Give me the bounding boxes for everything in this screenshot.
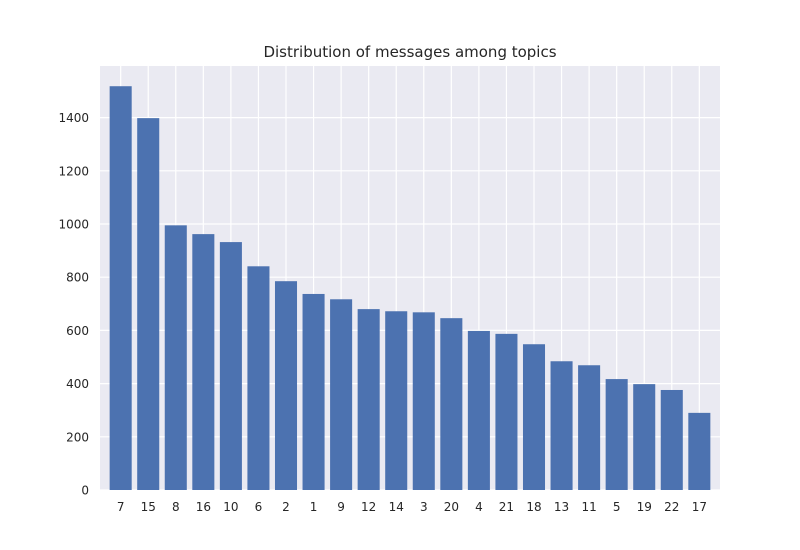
x-tick-label: 6	[255, 500, 263, 514]
y-axis-tick-labels: 0 200 400 600 800 1000 1200 1400	[58, 111, 89, 497]
y-tick-label: 200	[66, 430, 89, 444]
x-tick-label: 18	[526, 500, 541, 514]
bar-topic-20	[440, 318, 463, 490]
y-tick-label: 0	[81, 484, 89, 498]
bar-topic-19	[633, 384, 656, 490]
bar-topic-3	[412, 312, 435, 490]
x-tick-label: 14	[389, 500, 404, 514]
bars	[109, 86, 711, 491]
bar-topic-6	[247, 266, 270, 490]
y-tick-label: 1400	[58, 111, 89, 125]
bar-topic-8	[164, 225, 187, 490]
bar-topic-11	[578, 365, 601, 490]
x-tick-label: 8	[172, 500, 180, 514]
x-tick-label: 2	[282, 500, 290, 514]
bar-topic-16	[192, 234, 215, 490]
bar-topic-17	[688, 412, 711, 490]
bar-topic-4	[467, 330, 490, 490]
x-tick-label: 13	[554, 500, 569, 514]
bar-topic-22	[660, 389, 683, 490]
x-tick-label: 20	[444, 500, 459, 514]
x-tick-label: 22	[664, 500, 679, 514]
y-tick-label: 1000	[58, 218, 89, 232]
x-tick-label: 3	[420, 500, 428, 514]
bar-topic-1	[302, 293, 325, 490]
x-tick-label: 21	[499, 500, 514, 514]
bar-topic-12	[357, 309, 380, 490]
x-tick-label: 12	[361, 500, 376, 514]
x-tick-label: 9	[337, 500, 345, 514]
y-tick-label: 400	[66, 377, 89, 391]
bar-topic-2	[274, 281, 298, 490]
y-tick-label: 600	[66, 324, 89, 338]
bar-topic-9	[330, 299, 353, 490]
x-tick-label: 4	[475, 500, 483, 514]
chart-title: Distribution of messages among topics	[263, 43, 556, 61]
x-tick-label: 16	[196, 500, 211, 514]
x-tick-label: 7	[117, 500, 125, 514]
bar-topic-21	[495, 333, 518, 490]
bar-topic-10	[219, 242, 242, 490]
x-tick-label: 15	[141, 500, 156, 514]
bar-topic-5	[605, 379, 628, 490]
y-tick-label: 1200	[58, 164, 89, 178]
bar-topic-13	[550, 361, 573, 490]
x-tick-label: 1	[310, 500, 318, 514]
y-tick-label: 800	[66, 271, 89, 285]
x-axis-tick-labels: 7 15 8 16 10 6 2 1 9 12 14 3 20 4 21 18 13 11 5 19 22 17	[117, 500, 707, 514]
bar-topic-14	[385, 311, 408, 490]
x-tick-label: 17	[692, 500, 707, 514]
x-tick-label: 5	[613, 500, 621, 514]
x-tick-label: 11	[581, 500, 596, 514]
bar-topic-7	[109, 86, 132, 490]
x-tick-label: 10	[223, 500, 238, 514]
bar-topic-15	[137, 118, 160, 491]
x-tick-label: 19	[637, 500, 652, 514]
bar-topic-18	[522, 344, 546, 490]
